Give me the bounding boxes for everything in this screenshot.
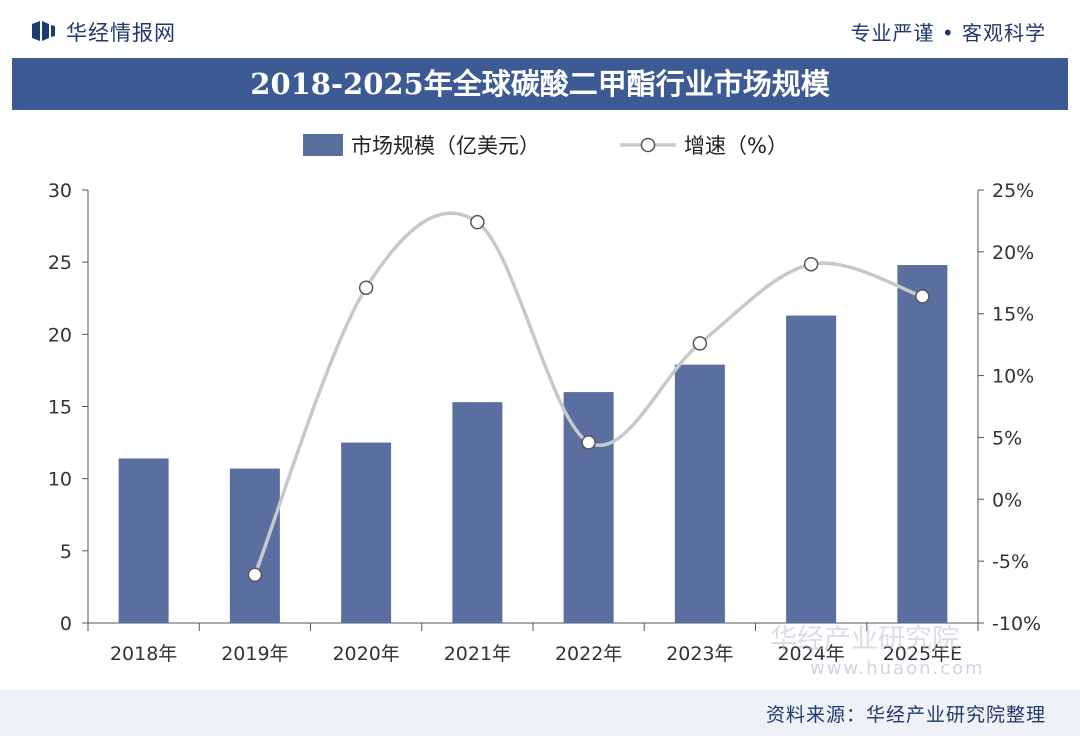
footer-bar: 资料来源：华经产业研究院整理 — [0, 690, 1080, 736]
growth-rate-point — [581, 435, 596, 450]
bar-market-size — [229, 468, 280, 623]
watermark-name: 华经产业研究院 — [770, 624, 959, 655]
legend-bar-swatch — [303, 134, 343, 156]
x-tick-label: 2019年 — [221, 643, 288, 665]
growth-rate-point — [358, 280, 374, 295]
y-left-tick-label: 20 — [48, 324, 72, 346]
bar-market-size — [563, 392, 614, 623]
y-left-tick-label: 25 — [48, 252, 72, 274]
y-left-tick-label: 5 — [60, 541, 72, 563]
x-tick-label: 2018年 — [110, 643, 177, 665]
y-left-tick-label: 10 — [48, 469, 72, 491]
chart-plot: 0 5 10 15 20 25 30 -10% -5% 0% 5% 10% 15% 20% 25% 2018年… — [48, 134, 1041, 679]
brand-name: 华经情报网 — [66, 21, 176, 45]
y-right-tick-label: 0% — [992, 489, 1022, 511]
chart-title: 2018-2025年全球碳酸二甲酯行业市场规模 — [250, 67, 830, 101]
y-right-tick-label: 15% — [992, 304, 1034, 326]
y-right-tick-label: 5% — [992, 427, 1022, 449]
y-right-tick-label: 20% — [992, 242, 1034, 264]
title-bar: 2018-2025年全球碳酸二甲酯行业市场规模 — [12, 58, 1068, 110]
y-right-tick-label: -5% — [992, 551, 1029, 573]
bar-market-size — [897, 265, 948, 623]
watermark-url: www.huaon.com — [810, 658, 985, 679]
legend-line-label: 增速（%） — [684, 134, 788, 158]
y-right-tick-label: 10% — [992, 366, 1034, 388]
growth-rate-point — [803, 256, 819, 272]
x-tick-label: 2020年 — [332, 643, 399, 665]
brand-logo-icon — [32, 21, 55, 41]
x-tick-label: 2023年 — [666, 643, 733, 665]
bar-market-size — [341, 442, 392, 623]
y-left-tick-label: 30 — [48, 180, 72, 202]
growth-rate-point — [915, 289, 930, 304]
y-left-tick-label: 0 — [60, 613, 72, 635]
growth-rate-line — [253, 211, 923, 576]
legend-bar-label: 市场规模（亿美元） — [351, 134, 540, 158]
y-right-tick-label: 25% — [992, 180, 1034, 202]
source-note: 资料来源：华经产业研究院整理 — [765, 704, 1046, 726]
bar-market-size — [786, 315, 837, 623]
bar-market-size — [452, 402, 503, 623]
growth-rate-point — [692, 336, 708, 351]
growth-rate-point — [470, 214, 485, 230]
x-tick-label: 2021年 — [444, 643, 511, 665]
x-tick-label: 2022年 — [555, 643, 622, 665]
bar-market-size — [118, 458, 169, 623]
legend-line-marker — [640, 137, 656, 153]
brand-slogan: 专业严谨 • 客观科学 — [850, 21, 1046, 45]
x-tick-label: 2024年 — [777, 643, 844, 665]
x-tick-label: 2025年E — [883, 643, 962, 665]
y-left-tick-label: 15 — [48, 397, 72, 419]
bar-market-size — [674, 364, 725, 623]
growth-rate-point — [247, 567, 263, 583]
top-bar: 华经情报网 专业严谨 • 客观科学 — [0, 0, 1080, 56]
y-right-tick-label: -10% — [992, 613, 1041, 635]
